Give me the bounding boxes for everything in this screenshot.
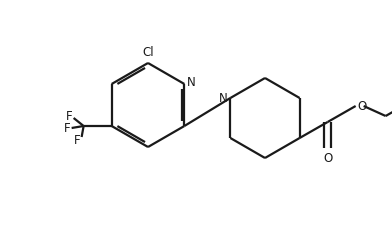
Text: N: N (219, 91, 227, 104)
Text: F: F (64, 122, 71, 134)
Text: O: O (358, 99, 367, 113)
Text: F: F (74, 134, 81, 147)
Text: O: O (323, 152, 332, 165)
Text: Cl: Cl (142, 46, 154, 59)
Text: F: F (66, 109, 73, 123)
Text: N: N (187, 76, 196, 89)
